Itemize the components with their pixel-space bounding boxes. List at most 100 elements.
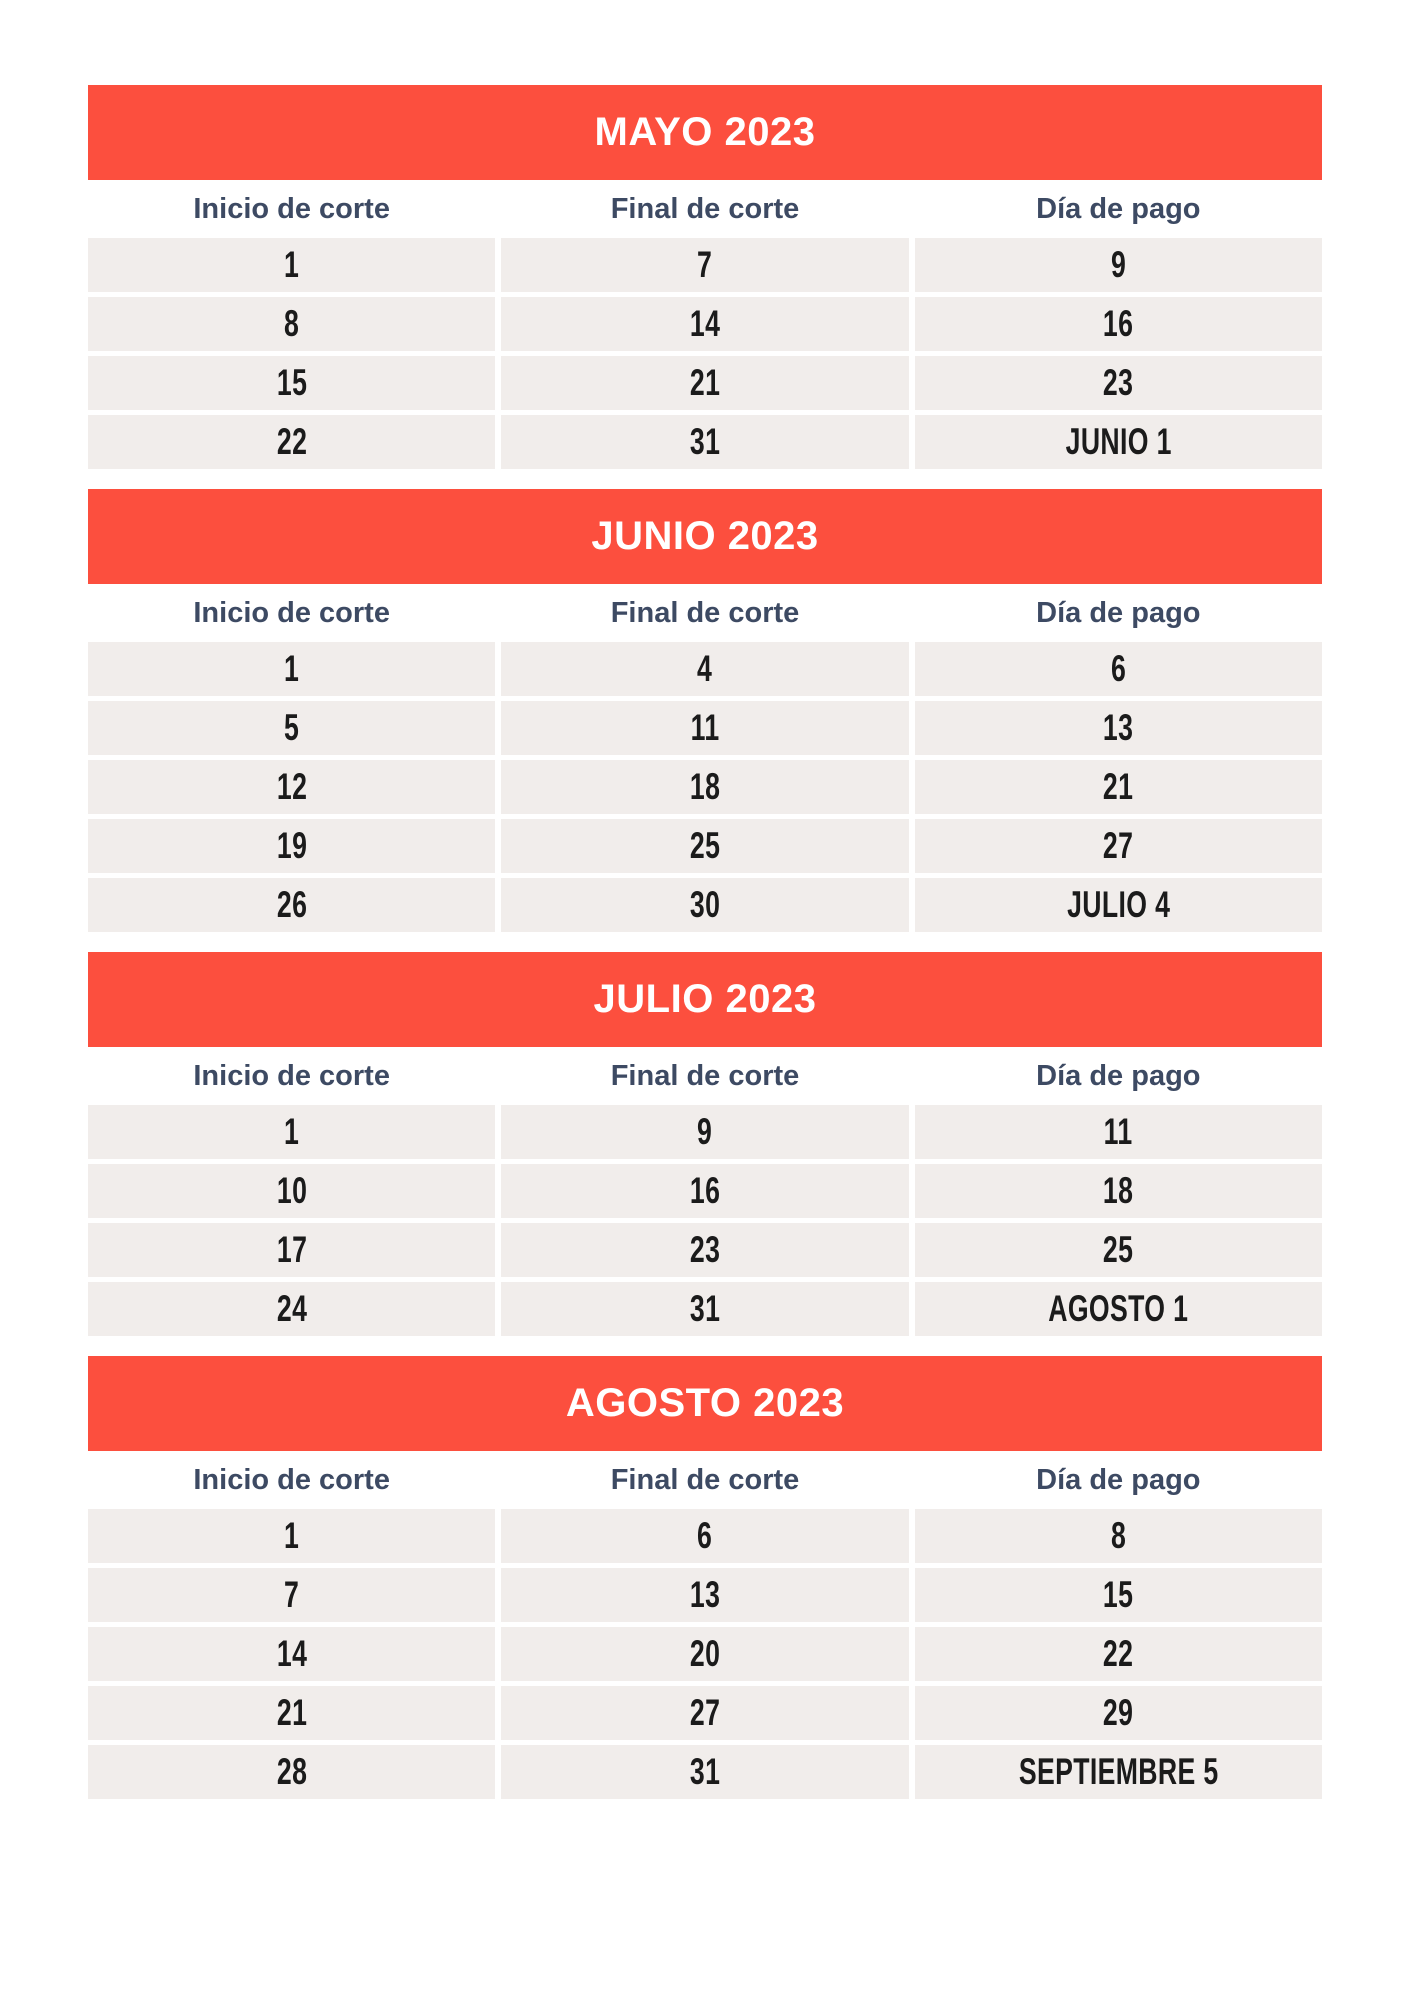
table-row: 24 31 AGOSTO 1: [88, 1282, 1322, 1336]
cell-value: 13: [689, 1574, 721, 1615]
cell-value: 13: [1103, 707, 1134, 748]
table-row: 15 21 23: [88, 356, 1322, 410]
cell-dia-de-pago: AGOSTO 1: [914, 1282, 1322, 1336]
cell-dia-de-pago: 8: [914, 1509, 1322, 1563]
cell-value: JULIO 4: [1066, 884, 1170, 925]
cell-dia-de-pago: 15: [914, 1568, 1322, 1622]
cell-dia-de-pago: JUNIO 1: [914, 415, 1322, 469]
cell-dia-de-pago: 6: [914, 642, 1322, 696]
cell-inicio-de-corte: 24: [88, 1282, 496, 1336]
cell-value: 31: [689, 1751, 721, 1792]
cell-final-de-corte: 14: [501, 297, 909, 351]
cell-value: 20: [689, 1633, 721, 1674]
rows-container: 1 7 9 8 14 16 15 21 23 22 31 JUNIO 1: [88, 238, 1322, 469]
cell-final-de-corte: 4: [501, 642, 909, 696]
month-section: JULIO 2023 Inicio de corte Final de cort…: [88, 952, 1322, 1336]
cell-final-de-corte: 9: [501, 1105, 909, 1159]
month-section: JUNIO 2023 Inicio de corte Final de cort…: [88, 489, 1322, 932]
cell-inicio-de-corte: 26: [88, 878, 496, 932]
cell-final-de-corte: 31: [501, 1745, 909, 1799]
cell-value: 10: [276, 1170, 307, 1211]
cell-inicio-de-corte: 12: [88, 760, 496, 814]
cell-value: 25: [1103, 1229, 1134, 1270]
cell-value: SEPTIEMBRE 5: [1018, 1751, 1219, 1792]
month-banner: MAYO 2023: [88, 85, 1322, 180]
cell-value: 23: [1103, 362, 1134, 403]
cell-value: 18: [1103, 1170, 1134, 1211]
cell-dia-de-pago: 21: [914, 760, 1322, 814]
cell-final-de-corte: 11: [501, 701, 909, 755]
month-title: JUNIO 2023: [591, 514, 819, 558]
table-row: 10 16 18: [88, 1164, 1322, 1218]
cell-value: 26: [276, 884, 307, 925]
cell-inicio-de-corte: 28: [88, 1745, 496, 1799]
table-row: 1 7 9: [88, 238, 1322, 292]
column-header-dia-de-pago: Día de pago: [1036, 596, 1201, 629]
cell-value: 27: [689, 1692, 721, 1733]
cell-value: 18: [689, 766, 721, 807]
cell-inicio-de-corte: 1: [88, 1105, 496, 1159]
cell-final-de-corte: 6: [501, 1509, 909, 1563]
cell-value: 23: [689, 1229, 721, 1270]
cell-value: 17: [276, 1229, 307, 1270]
table-row: 8 14 16: [88, 297, 1322, 351]
cell-value: 1: [284, 244, 300, 285]
cell-value: 31: [689, 1288, 721, 1329]
cell-final-de-corte: 31: [501, 1282, 909, 1336]
cell-value: 31: [689, 421, 721, 462]
cell-value: 4: [697, 648, 713, 689]
cell-value: JUNIO 1: [1065, 421, 1172, 462]
cell-dia-de-pago: 23: [914, 356, 1322, 410]
cell-dia-de-pago: SEPTIEMBRE 5: [914, 1745, 1322, 1799]
table-row: 19 25 27: [88, 819, 1322, 873]
cell-inicio-de-corte: 1: [88, 642, 496, 696]
cell-value: 12: [276, 766, 307, 807]
cell-value: 30: [689, 884, 721, 925]
cell-value: 14: [689, 303, 721, 344]
cell-dia-de-pago: 9: [914, 238, 1322, 292]
table-row: 5 11 13: [88, 701, 1322, 755]
columns-header-row: Inicio de corte Final de corte Día de pa…: [88, 180, 1322, 238]
cell-inicio-de-corte: 17: [88, 1223, 496, 1277]
month-banner: JULIO 2023: [88, 952, 1322, 1047]
cell-value: 11: [1103, 1111, 1133, 1152]
table-row: 14 20 22: [88, 1627, 1322, 1681]
cell-value: 29: [1103, 1692, 1134, 1733]
column-header-dia-de-pago: Día de pago: [1036, 192, 1201, 225]
table-row: 1 6 8: [88, 1509, 1322, 1563]
month-banner: AGOSTO 2023: [88, 1356, 1322, 1451]
month-banner: JUNIO 2023: [88, 489, 1322, 584]
cell-value: 21: [276, 1692, 307, 1733]
calendar-tables-container: MAYO 2023 Inicio de corte Final de corte…: [88, 85, 1322, 1799]
cell-inicio-de-corte: 14: [88, 1627, 496, 1681]
table-row: 22 31 JUNIO 1: [88, 415, 1322, 469]
cell-value: 15: [276, 362, 307, 403]
cell-inicio-de-corte: 7: [88, 1568, 496, 1622]
cell-dia-de-pago: 22: [914, 1627, 1322, 1681]
cell-value: 7: [697, 244, 713, 285]
cell-value: 27: [1103, 825, 1134, 866]
cell-inicio-de-corte: 15: [88, 356, 496, 410]
cell-value: 7: [284, 1574, 300, 1615]
cell-dia-de-pago: 27: [914, 819, 1322, 873]
column-header-final-de-corte: Final de corte: [610, 1463, 800, 1496]
cell-final-de-corte: 31: [501, 415, 909, 469]
cell-dia-de-pago: 25: [914, 1223, 1322, 1277]
cell-value: 5: [284, 707, 300, 748]
cell-dia-de-pago: 18: [914, 1164, 1322, 1218]
columns-header-row: Inicio de corte Final de corte Día de pa…: [88, 1047, 1322, 1105]
cell-final-de-corte: 13: [501, 1568, 909, 1622]
cell-value: 25: [689, 825, 721, 866]
cell-value: 21: [1103, 766, 1134, 807]
cell-value: 6: [697, 1515, 713, 1556]
cell-value: 15: [1103, 1574, 1134, 1615]
rows-container: 1 4 6 5 11 13 12 18 21 19 25 27 26 30 JULIO 4: [88, 642, 1322, 932]
cell-final-de-corte: 16: [501, 1164, 909, 1218]
table-row: 17 23 25: [88, 1223, 1322, 1277]
cell-dia-de-pago: JULIO 4: [914, 878, 1322, 932]
cell-inicio-de-corte: 1: [88, 238, 496, 292]
cell-value: 8: [284, 303, 300, 344]
table-row: 21 27 29: [88, 1686, 1322, 1740]
column-header-inicio-de-corte: Inicio de corte: [193, 596, 390, 629]
cell-value: 21: [689, 362, 721, 403]
